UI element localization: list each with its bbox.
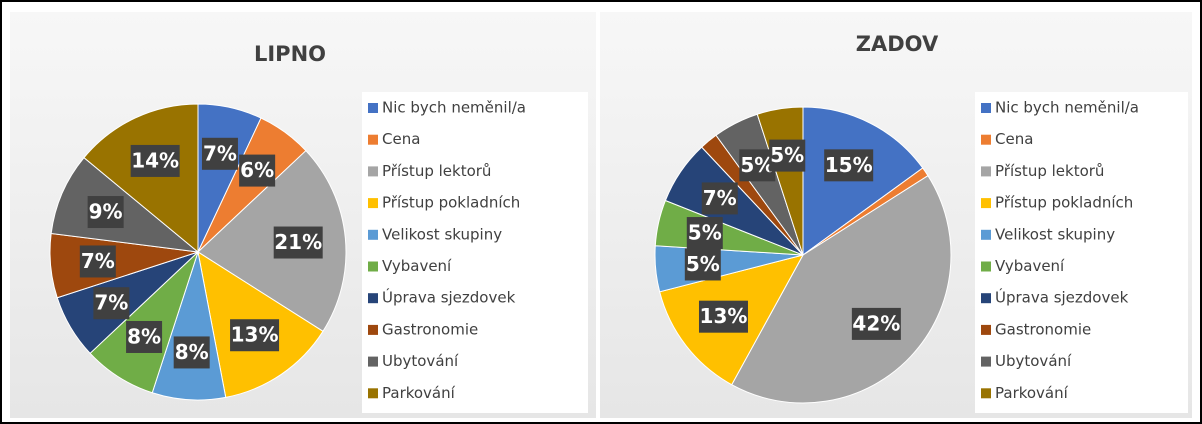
data-label: 8% bbox=[175, 340, 209, 364]
legend-swatch bbox=[368, 134, 378, 145]
data-label: 5% bbox=[686, 252, 720, 276]
legend-swatch bbox=[981, 134, 991, 145]
legend-label: Parkování bbox=[995, 384, 1069, 402]
legend-swatch bbox=[981, 356, 991, 367]
legend-label: Vybavení bbox=[382, 257, 452, 275]
data-label: 13% bbox=[231, 323, 279, 347]
legend-swatch bbox=[981, 388, 991, 399]
data-label: 5% bbox=[688, 221, 722, 245]
data-label-box bbox=[684, 248, 721, 281]
legend-label: Přístup pokladních bbox=[382, 194, 520, 212]
data-label-box bbox=[126, 320, 163, 353]
legend-swatch bbox=[368, 356, 378, 367]
legend-label: Gastronomie bbox=[382, 320, 478, 338]
legend-box bbox=[975, 92, 1188, 413]
data-label: 7% bbox=[81, 249, 115, 273]
legend-label: Úprava sjezdovek bbox=[995, 288, 1129, 307]
data-label-box bbox=[79, 245, 116, 278]
data-label-box bbox=[686, 217, 723, 250]
data-label: 7% bbox=[203, 141, 237, 165]
data-label: 21% bbox=[274, 230, 322, 254]
data-label-box bbox=[273, 226, 323, 259]
data-label-box bbox=[239, 154, 276, 187]
data-label: 13% bbox=[700, 304, 748, 328]
legend-swatch bbox=[368, 198, 378, 209]
pie-slice bbox=[50, 156, 200, 253]
legend-swatch bbox=[981, 198, 991, 209]
legend-swatch bbox=[368, 229, 378, 240]
data-label: 15% bbox=[825, 153, 873, 177]
data-label-box bbox=[93, 287, 130, 320]
legend-label: Velikost skupiny bbox=[382, 225, 502, 243]
legend-label: Vybavení bbox=[995, 257, 1065, 275]
data-label-box bbox=[769, 139, 806, 172]
legend-label: Velikost skupiny bbox=[995, 225, 1115, 243]
legend-swatch bbox=[368, 103, 378, 113]
legend-label: Přístup lektorů bbox=[995, 162, 1104, 180]
pie-slice bbox=[197, 149, 347, 332]
data-label: 9% bbox=[89, 200, 123, 224]
data-label: 8% bbox=[127, 324, 161, 348]
data-label-box bbox=[201, 137, 238, 170]
data-label-box bbox=[698, 300, 748, 333]
legend-swatch bbox=[368, 261, 378, 272]
data-label: 5% bbox=[740, 153, 774, 177]
data-label: 5% bbox=[770, 143, 804, 167]
data-label-box bbox=[173, 336, 210, 369]
chart-title: LIPNO bbox=[254, 42, 326, 66]
legend-label: Parkování bbox=[382, 384, 456, 402]
legend-swatch bbox=[368, 293, 378, 304]
data-label: 42% bbox=[852, 311, 900, 335]
legend-swatch bbox=[368, 166, 378, 177]
data-label: 7% bbox=[94, 291, 128, 315]
data-label: 7% bbox=[703, 186, 737, 210]
legend-label: Ubytování bbox=[382, 352, 459, 370]
data-label-box bbox=[851, 307, 901, 340]
legend-swatch bbox=[981, 103, 991, 113]
data-label: 14% bbox=[131, 148, 179, 172]
pie-slice bbox=[83, 103, 199, 254]
data-label: 6% bbox=[240, 158, 274, 182]
data-label-box bbox=[130, 144, 180, 177]
chart-title: ZADOV bbox=[856, 32, 939, 56]
legend-swatch bbox=[368, 388, 378, 399]
data-label-box bbox=[87, 196, 124, 229]
legend-swatch bbox=[981, 229, 991, 240]
legend-swatch bbox=[981, 324, 991, 335]
legend-label: Úprava sjezdovek bbox=[382, 288, 516, 307]
legend-label: Přístup pokladních bbox=[995, 194, 1133, 212]
data-label-box bbox=[230, 319, 280, 352]
legend-label: Přístup lektorů bbox=[382, 162, 491, 180]
data-label-box bbox=[824, 149, 874, 182]
legend-label: Cena bbox=[382, 130, 420, 148]
legend-label: Gastronomie bbox=[995, 320, 1091, 338]
legend-swatch bbox=[981, 293, 991, 304]
pie-slice bbox=[731, 175, 952, 404]
legend-swatch bbox=[368, 324, 378, 335]
data-label-box bbox=[701, 182, 738, 215]
legend-label: Cena bbox=[995, 130, 1033, 148]
legend-box bbox=[362, 92, 588, 413]
legend-label: Nic bych neměnil/a bbox=[382, 99, 526, 117]
legend-label: Nic bych neměnil/a bbox=[995, 99, 1139, 117]
legend-swatch bbox=[981, 166, 991, 177]
legend-label: Ubytování bbox=[995, 352, 1072, 370]
legend-swatch bbox=[981, 261, 991, 272]
